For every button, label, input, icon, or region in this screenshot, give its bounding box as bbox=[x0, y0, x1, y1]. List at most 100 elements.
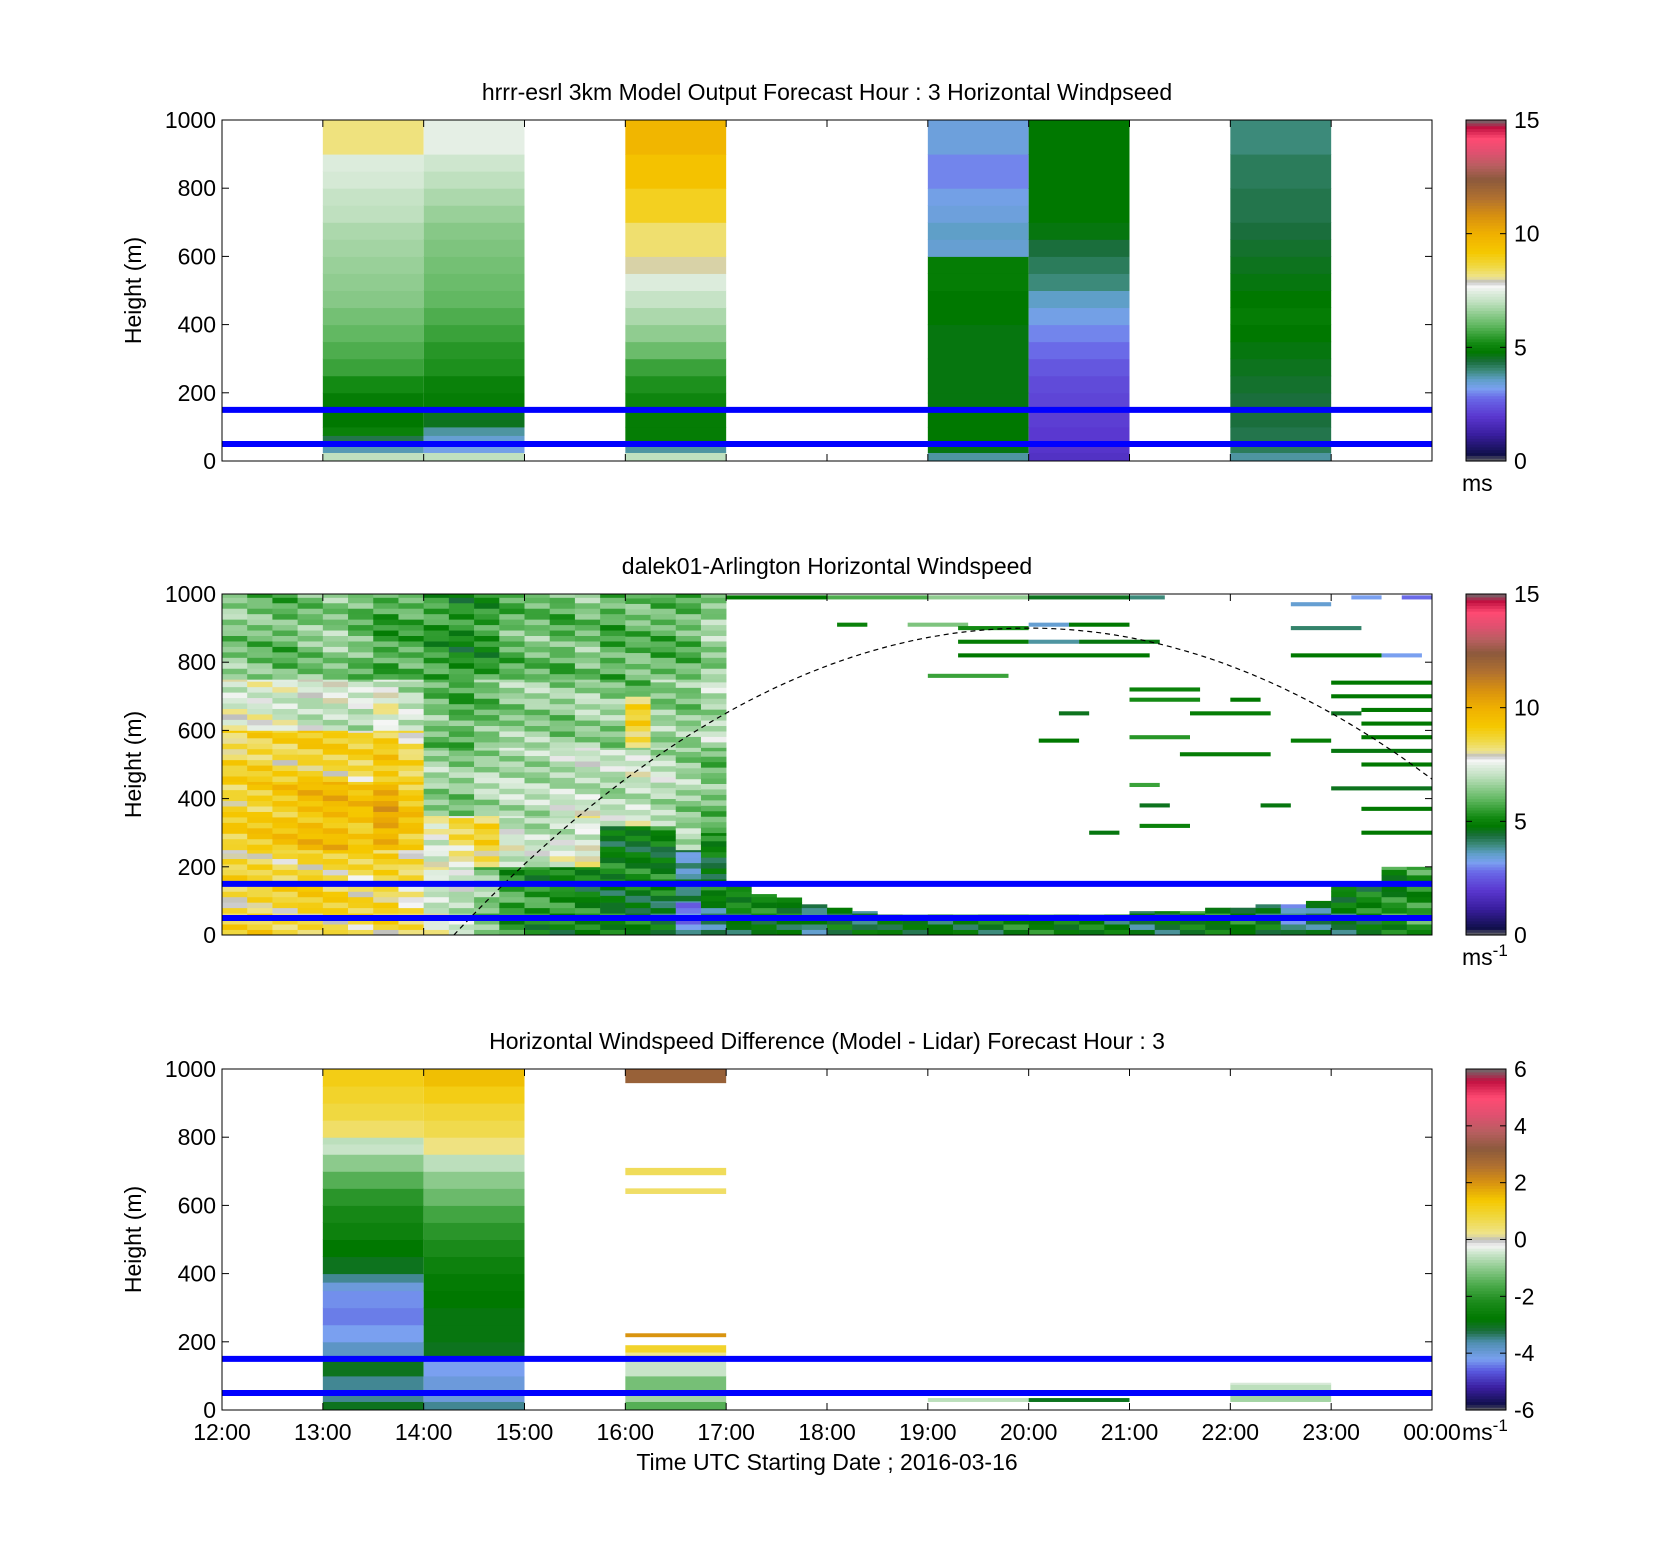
heatmap-cell bbox=[1079, 924, 1105, 930]
heatmap-cell bbox=[625, 918, 651, 925]
y-tick-label: 200 bbox=[178, 380, 216, 406]
x-tick-label: 15:00 bbox=[496, 1419, 554, 1445]
colorbar-tick-label: 10 bbox=[1514, 695, 1540, 721]
colorbar-swatch bbox=[1466, 1117, 1506, 1121]
heatmap-cell bbox=[222, 864, 248, 870]
heatmap-cell bbox=[499, 594, 525, 598]
heatmap-cell bbox=[272, 619, 298, 626]
heatmap-cell bbox=[801, 907, 828, 914]
heatmap-cell bbox=[272, 697, 298, 704]
heatmap-cell bbox=[423, 741, 450, 748]
colorbar-swatch bbox=[1466, 154, 1506, 158]
colorbar-swatch bbox=[1466, 139, 1506, 144]
y-tick-label: 1000 bbox=[165, 1056, 216, 1082]
heatmap-cell bbox=[297, 929, 324, 936]
heatmap-cell bbox=[373, 719, 399, 726]
heatmap-cell bbox=[700, 761, 727, 768]
heatmap-cell bbox=[600, 630, 626, 637]
heatmap-cell bbox=[499, 608, 525, 615]
heatmap-cell bbox=[549, 668, 576, 675]
heatmap-cell bbox=[222, 849, 248, 854]
heatmap-cell bbox=[398, 896, 424, 903]
heatmap-cell bbox=[423, 239, 525, 257]
heatmap-cell bbox=[549, 657, 576, 664]
heatmap-cell bbox=[927, 1398, 1029, 1402]
heatmap-cell bbox=[247, 765, 273, 772]
colorbar-swatch bbox=[1466, 176, 1506, 181]
heatmap-cell bbox=[373, 662, 399, 669]
y-tick-label: 200 bbox=[178, 854, 216, 880]
x-tick-label: 19:00 bbox=[899, 1419, 957, 1445]
heatmap-cell bbox=[423, 641, 450, 647]
colorbar-swatch bbox=[1466, 367, 1506, 371]
heatmap-cell bbox=[322, 885, 349, 892]
heatmap-cell bbox=[574, 896, 601, 903]
heatmap-cell bbox=[927, 929, 954, 936]
y-tick-label: 800 bbox=[178, 649, 216, 675]
heatmap-cell bbox=[423, 205, 525, 223]
heatmap-cell bbox=[222, 732, 248, 739]
heatmap-cell bbox=[499, 839, 525, 846]
heatmap-cell bbox=[600, 829, 626, 836]
colorbar-swatch bbox=[1466, 330, 1506, 334]
heatmap-cell bbox=[398, 597, 424, 604]
heatmap-cell bbox=[549, 810, 576, 817]
colorbar-swatch bbox=[1466, 353, 1506, 357]
heatmap-cell bbox=[448, 896, 475, 903]
heatmap-cell bbox=[776, 924, 803, 930]
heatmap-cell bbox=[600, 825, 626, 831]
heatmap-cell bbox=[700, 662, 727, 669]
colorbar-swatch bbox=[1466, 665, 1506, 669]
heatmap-cell bbox=[1381, 924, 1408, 930]
heatmap-cell bbox=[549, 679, 576, 683]
heatmap-cell bbox=[650, 918, 677, 925]
heatmap-cell bbox=[222, 924, 248, 930]
heatmap-cell bbox=[700, 810, 727, 817]
y-tick-label: 0 bbox=[203, 922, 216, 948]
heatmap-cell bbox=[272, 833, 298, 840]
heatmap-cell bbox=[625, 900, 651, 903]
heatmap-cell bbox=[448, 804, 475, 811]
heatmap-cell bbox=[398, 800, 424, 807]
heatmap-cell bbox=[474, 597, 500, 604]
colorbar-swatch bbox=[1466, 253, 1506, 257]
heatmap-cell bbox=[499, 750, 525, 757]
heatmap-cell bbox=[574, 834, 601, 840]
heatmap-cell bbox=[978, 929, 1004, 936]
heatmap-cell bbox=[322, 1222, 424, 1240]
colorbar-swatch bbox=[1466, 1111, 1506, 1116]
heatmap-cell bbox=[322, 679, 349, 682]
heatmap-cell bbox=[650, 857, 677, 864]
heatmap-cell bbox=[927, 358, 1029, 394]
colorbar-swatch bbox=[1466, 1202, 1506, 1206]
heatmap-cell bbox=[448, 709, 475, 716]
heatmap-cell bbox=[474, 804, 500, 811]
heatmap-cell bbox=[1028, 290, 1130, 309]
x-tick-label: 18:00 bbox=[798, 1419, 856, 1445]
heatmap-cell bbox=[222, 641, 248, 647]
heatmap-cell bbox=[247, 662, 273, 669]
heatmap-cell bbox=[423, 1358, 525, 1377]
colorbar-swatch bbox=[1466, 245, 1506, 249]
heatmap-cell bbox=[322, 1144, 424, 1155]
heatmap-cell bbox=[650, 835, 677, 842]
heatmap-cell bbox=[574, 608, 601, 615]
heatmap-cell bbox=[448, 662, 475, 669]
colorbar-swatch bbox=[1466, 1108, 1506, 1113]
heatmap-cell bbox=[524, 896, 551, 903]
heatmap-cell bbox=[474, 929, 500, 936]
heatmap-cell bbox=[474, 817, 500, 824]
heatmap-cell bbox=[574, 736, 601, 743]
colorbar-swatch bbox=[1466, 1213, 1506, 1218]
heatmap-cell bbox=[625, 1069, 727, 1084]
heatmap-cell bbox=[322, 1239, 424, 1258]
heatmap-cell bbox=[423, 844, 450, 851]
colorbar-swatch bbox=[1466, 1182, 1506, 1187]
heatmap-cell bbox=[1280, 904, 1307, 909]
heatmap-cell bbox=[524, 750, 551, 757]
heatmap-cell bbox=[600, 725, 626, 732]
heatmap-cell bbox=[348, 697, 374, 704]
colorbar-swatch bbox=[1466, 801, 1506, 805]
heatmap-cell bbox=[700, 805, 727, 812]
heatmap-cell bbox=[348, 765, 374, 772]
